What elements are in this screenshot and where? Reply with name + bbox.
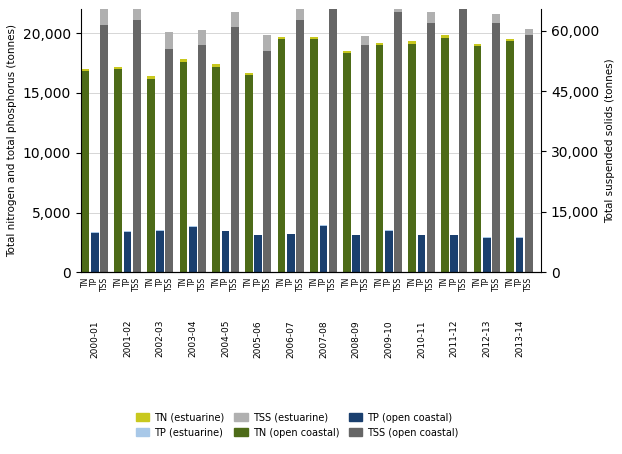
- Bar: [525, 35, 532, 272]
- Bar: [516, 238, 523, 272]
- Bar: [156, 230, 164, 231]
- Bar: [245, 73, 253, 75]
- Bar: [310, 37, 318, 39]
- Bar: [132, 6, 141, 20]
- Bar: [361, 44, 369, 272]
- Bar: [329, 6, 337, 272]
- Bar: [320, 225, 327, 226]
- Bar: [376, 45, 383, 272]
- Bar: [180, 62, 187, 272]
- Bar: [296, 20, 304, 272]
- Bar: [231, 26, 239, 272]
- Bar: [343, 51, 351, 54]
- Bar: [427, 23, 435, 272]
- Bar: [81, 69, 90, 71]
- Bar: [189, 227, 197, 272]
- Bar: [254, 235, 262, 272]
- Legend: TN (estuarine), TP (estuarine), TSS (estuarine), TN (open coastal), TP (open coa: TN (estuarine), TP (estuarine), TSS (est…: [132, 409, 463, 442]
- Bar: [427, 12, 435, 23]
- Bar: [320, 226, 327, 272]
- Bar: [516, 237, 523, 238]
- Bar: [91, 232, 99, 233]
- Bar: [114, 67, 122, 69]
- Bar: [417, 235, 425, 272]
- Bar: [385, 231, 392, 272]
- Bar: [156, 231, 164, 272]
- Bar: [147, 76, 155, 79]
- Bar: [221, 231, 230, 272]
- Bar: [189, 226, 197, 227]
- Bar: [483, 238, 491, 272]
- Bar: [165, 49, 174, 272]
- Bar: [450, 235, 458, 272]
- Bar: [124, 231, 131, 232]
- Bar: [212, 67, 220, 272]
- Bar: [264, 51, 271, 272]
- Y-axis label: Total nitrogen and total phosphorus (tonnes): Total nitrogen and total phosphorus (ton…: [7, 24, 17, 257]
- Bar: [460, 0, 467, 272]
- Bar: [492, 23, 500, 272]
- Bar: [329, 0, 337, 6]
- Bar: [180, 59, 187, 62]
- Bar: [231, 12, 239, 26]
- Bar: [492, 15, 500, 23]
- Bar: [212, 64, 220, 67]
- Bar: [352, 235, 360, 272]
- Bar: [277, 37, 285, 39]
- Bar: [296, 6, 304, 20]
- Bar: [343, 54, 351, 272]
- Bar: [132, 20, 141, 272]
- Bar: [287, 233, 295, 234]
- Bar: [483, 237, 491, 238]
- Bar: [100, 5, 108, 25]
- Bar: [408, 44, 416, 272]
- Bar: [264, 35, 271, 51]
- Bar: [506, 39, 514, 41]
- Bar: [473, 44, 481, 46]
- Bar: [198, 30, 206, 44]
- Bar: [245, 75, 253, 272]
- Bar: [277, 39, 285, 272]
- Bar: [198, 44, 206, 272]
- Bar: [100, 25, 108, 272]
- Bar: [114, 69, 122, 272]
- Bar: [376, 43, 383, 45]
- Bar: [394, 12, 402, 272]
- Bar: [287, 234, 295, 272]
- Bar: [91, 233, 99, 272]
- Bar: [506, 41, 514, 272]
- Bar: [525, 29, 532, 35]
- Bar: [473, 46, 481, 272]
- Bar: [81, 71, 90, 272]
- Bar: [394, 0, 402, 12]
- Y-axis label: Total suspended solids (tonnes): Total suspended solids (tonnes): [605, 59, 615, 223]
- Bar: [165, 32, 174, 49]
- Bar: [408, 41, 416, 44]
- Bar: [441, 38, 448, 272]
- Bar: [124, 232, 131, 272]
- Bar: [385, 230, 392, 231]
- Bar: [310, 39, 318, 272]
- Bar: [147, 79, 155, 272]
- Bar: [441, 35, 448, 38]
- Bar: [361, 36, 369, 44]
